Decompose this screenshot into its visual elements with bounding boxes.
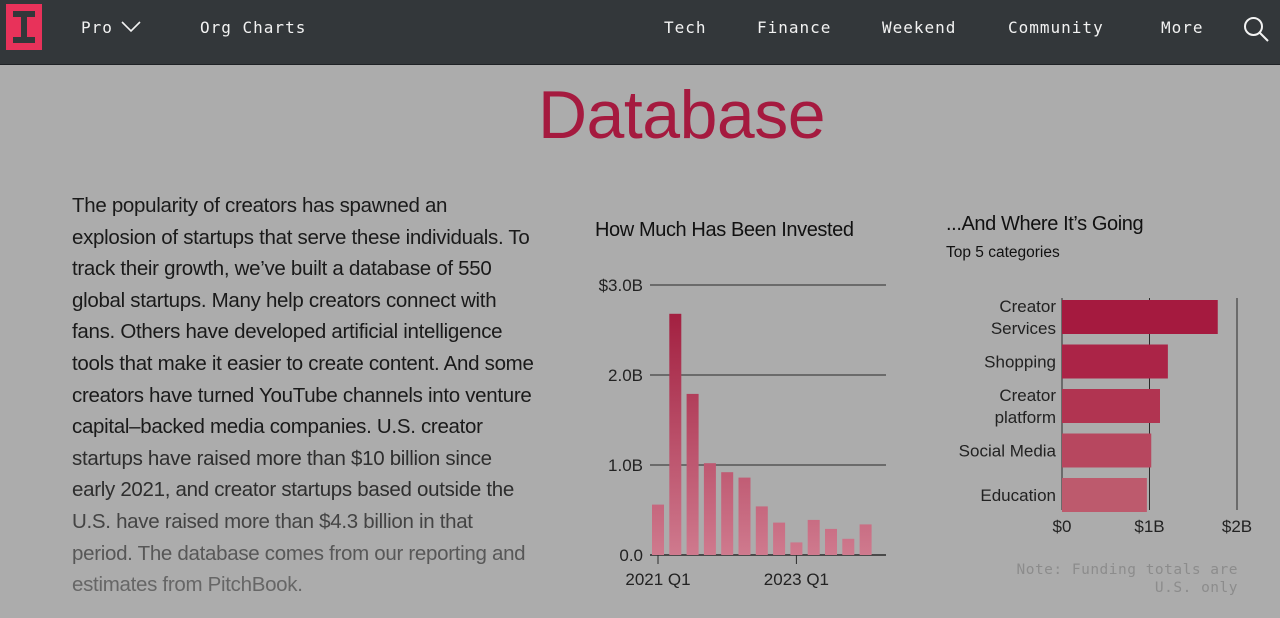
paragraph-line: period. The database comes from our repo… — [72, 541, 526, 565]
bar — [825, 528, 837, 555]
bar — [859, 524, 872, 555]
y-tick-label: 1.0B — [608, 456, 643, 475]
category-bar-chart: $0 $1B $2B Creator Services Shopping Creator pl… — [959, 297, 1252, 536]
bar — [703, 463, 716, 555]
paragraph-line: capital–backed media companies. U.S. cre… — [72, 415, 483, 439]
chart-note: Note: Funding totals are U.S. only — [960, 561, 1238, 597]
category-label: Social Media — [959, 442, 1057, 461]
x-tick-label: $2B — [1222, 517, 1252, 536]
x-tick-label: $1B — [1134, 517, 1164, 536]
nav-weekend[interactable]: Weekend — [882, 18, 957, 37]
top-nav-bar: Pro Org Charts Tech Finance Weekend Comm… — [0, 0, 1280, 65]
bar — [1062, 433, 1152, 468]
category-chart-subtitle: Top 5 categories — [946, 244, 1060, 261]
bar — [686, 393, 699, 555]
paragraph-line: The popularity of creators has spawned a… — [72, 194, 448, 217]
logo-icon[interactable] — [6, 4, 42, 50]
bar — [652, 504, 664, 555]
y-tick-label: 2.0B — [608, 366, 643, 385]
investment-chart-title: How Much Has Been Invested — [595, 219, 854, 241]
nav-tech[interactable]: Tech — [664, 18, 707, 37]
x-tick-label: $0 — [1053, 517, 1072, 536]
category-label: Shopping — [984, 353, 1056, 372]
bar — [721, 472, 734, 555]
x-tick-label: 2021 Q1 — [625, 570, 690, 589]
paragraph-line: global startups. Many help creators conn… — [72, 288, 497, 312]
nav-pro[interactable]: Pro — [81, 18, 113, 37]
nav-community[interactable]: Community — [1008, 18, 1104, 37]
bar — [1062, 300, 1218, 334]
bar — [773, 522, 786, 555]
paragraph-line: estimates from PitchBook. — [72, 573, 303, 597]
bar — [790, 542, 803, 555]
bar — [1062, 478, 1147, 512]
search-icon[interactable] — [1242, 15, 1270, 43]
nav-more[interactable]: More — [1161, 18, 1204, 37]
paragraph-line: tools that make it easier to create cont… — [72, 351, 534, 375]
bar — [738, 477, 751, 555]
paragraph-line: U.S. have raised more than $4.3 billion … — [72, 509, 473, 533]
paragraph-line: early 2021, and creator startups based o… — [72, 478, 514, 502]
category-chart-title: ...And Where It’s Going — [946, 213, 1144, 235]
category-label: platform — [995, 408, 1056, 427]
y-tick-label: 0.0 — [619, 546, 643, 565]
paragraph-line: startups have raised more than $10 billi… — [72, 446, 492, 470]
paragraph-line: explosion of startups that serve these i… — [72, 225, 530, 249]
y-tick-label: $3.0B — [599, 276, 643, 295]
investment-bar-chart: 0.0 1.0B 2.0B $3.0B 2021 Q1 2023 Q1 — [599, 276, 886, 589]
category-label: Creator — [999, 297, 1056, 316]
bar — [1062, 389, 1160, 423]
bar — [669, 313, 682, 555]
bar — [807, 519, 820, 555]
paragraph-line: fans. Others have developed artificial i… — [72, 320, 503, 344]
category-label: Services — [991, 319, 1056, 338]
nav-finance[interactable]: Finance — [757, 18, 832, 37]
category-label: Creator — [999, 386, 1056, 405]
paragraph-line: track their growth, we’ve built a databa… — [72, 257, 492, 281]
note-line: U.S. only — [1154, 580, 1238, 596]
note-line: Note: Funding totals are — [1016, 562, 1238, 578]
bar — [842, 538, 855, 555]
page-title: Database — [537, 77, 826, 153]
bar — [1062, 344, 1168, 379]
chevron-down-icon[interactable] — [120, 20, 142, 34]
bar — [755, 506, 768, 555]
intro-paragraph: The popularity of creators has spawned a… — [72, 190, 572, 601]
x-tick-label: 2023 Q1 — [764, 570, 829, 589]
paragraph-line: creators have turned YouTube channels in… — [72, 383, 532, 407]
category-label: Education — [980, 486, 1056, 505]
nav-org-charts[interactable]: Org Charts — [200, 18, 307, 37]
